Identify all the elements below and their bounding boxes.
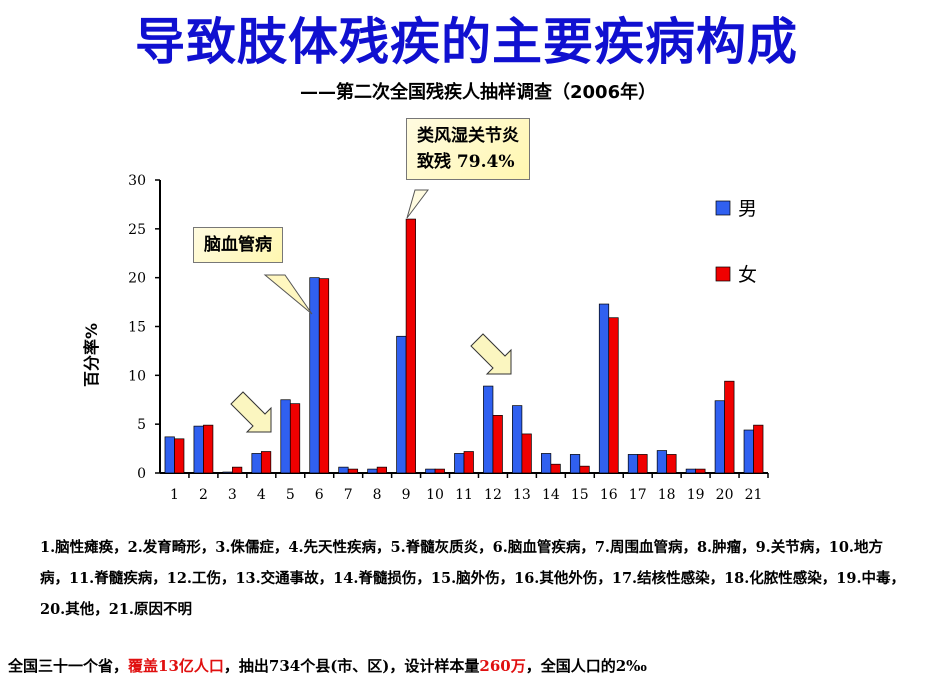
bar-male [280,399,291,474]
bar-male [396,335,407,474]
bar-female [260,451,272,474]
slide-title: 导致肢体残疾的主要疾病构成 [135,13,798,71]
bar-female [347,468,359,474]
footer-part3: ，抽出734个县(市、区)，设计样本量 [223,657,480,675]
bar-female [550,463,561,474]
bar-male [569,454,581,474]
bar-male [685,468,696,474]
y-axis-label: 百分率% [82,323,101,387]
bar-female [232,466,243,474]
bar-male [222,471,233,474]
legend-swatch [715,266,731,282]
bar-male [656,450,668,474]
x-tick-label: 18 [658,487,676,503]
bar-male [483,385,494,474]
bar-male [598,303,610,474]
x-tick-label: 1 [170,487,179,503]
bar-female [724,380,735,474]
bar-male [743,429,754,474]
bar-female [492,415,503,474]
x-tick-label: 12 [484,487,502,503]
x-tick-label: 5 [286,487,295,503]
callout-arthritis-line2: 致残 79.4% [417,152,515,172]
x-tick-label: 9 [402,487,411,503]
footer-text: 全国三十一个省，覆盖13亿人口，抽出734个县(市、区)，设计样本量260万，全… [8,655,647,676]
bar-female [405,218,416,474]
bar-female [434,468,445,474]
callout-pointer [263,274,313,315]
bar-female [753,424,764,474]
arrow-icon [230,391,272,433]
footer-part5: ，全国人口的2‰ [525,657,647,675]
callout-pointer [406,189,429,219]
category-notes: 1.脑性瘫痪，2.发育畸形，3.侏儒症，4.先天性疾病，5.脊髓灰质炎，6.脑血… [40,539,906,618]
bar-female [376,466,387,474]
y-tick-label: 20 [128,271,146,287]
arrow-icon [470,333,512,375]
bar-female [637,454,648,474]
bar-female [608,317,619,474]
x-tick-label: 2 [199,487,208,503]
bar-female [666,454,677,474]
y-tick-label: 5 [137,417,146,433]
bar-female [521,433,532,474]
x-tick-label: 10 [426,487,444,503]
bar-male [309,277,320,474]
callout-arthritis: 类风湿关节炎 致残 79.4% [406,118,530,180]
bar-female [174,438,185,474]
x-tick-label: 20 [716,487,734,503]
y-tick-label: 0 [137,466,146,482]
slide-subtitle: ——第二次全国残疾人抽样调查（2006年） [300,82,657,103]
legend-label: 女 [738,264,757,286]
callout-arthritis-line1: 类风湿关节炎 [417,126,519,146]
bar-male [164,436,175,474]
bar-male [627,454,639,474]
x-tick-label: 17 [629,487,647,503]
legend-label: 男 [738,198,757,220]
bar-female [203,424,214,474]
bar-male [367,468,378,474]
y-tick-label: 25 [128,222,146,238]
bar-male [714,400,725,474]
bar-female [289,403,301,474]
bar-male [193,425,204,474]
y-tick-label: 10 [128,368,146,384]
footer-part2: 覆盖13亿人口 [128,657,224,675]
x-tick-label: 19 [687,487,705,503]
bar-female [463,451,474,474]
x-tick-label: 8 [373,487,382,503]
x-tick-label: 6 [315,487,324,503]
bar-male [512,405,523,474]
bar-female [579,465,590,474]
x-tick-label: 11 [455,487,473,503]
x-tick-label: 4 [257,487,266,503]
footer-part1: 全国三十一个省， [8,657,129,675]
x-tick-label: 14 [542,487,560,503]
footer-part4: 260万 [479,657,526,675]
callout-stroke: 脑血管病 [193,227,283,263]
y-tick-label: 30 [128,173,146,189]
bar-male [338,466,349,474]
legend-swatch [715,200,731,216]
bar-male [541,453,552,474]
bar-female [695,468,706,474]
x-tick-label: 3 [228,487,237,503]
x-tick-label: 7 [344,487,353,503]
bar-male [425,468,436,474]
bar-male [251,453,262,474]
x-tick-label: 13 [513,487,531,503]
y-tick-label: 15 [128,320,146,336]
bar-female [318,278,330,474]
x-tick-label: 16 [600,487,618,503]
x-tick-label: 15 [571,487,589,503]
bar-male [454,453,465,474]
x-tick-label: 21 [745,487,763,503]
